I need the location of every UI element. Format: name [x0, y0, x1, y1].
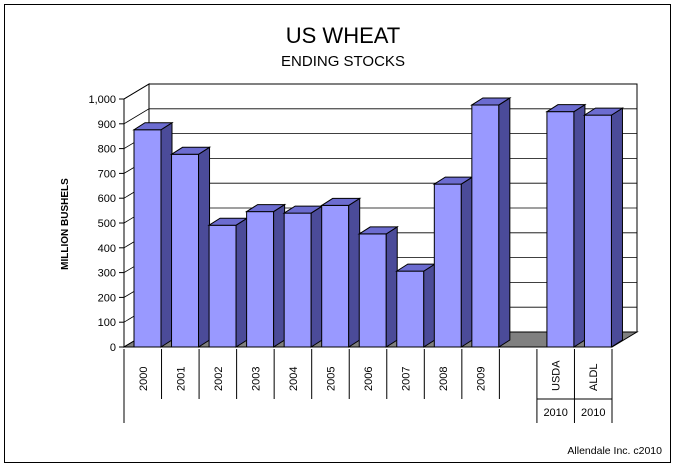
bar-front — [133, 129, 162, 348]
x-category-label: 2001 — [175, 367, 187, 391]
bar-side — [610, 107, 623, 348]
x-category-label: 2002 — [213, 367, 225, 391]
x-sub-label: 2010 — [581, 407, 605, 419]
bar-side — [273, 203, 286, 348]
y-tick-label: 800 — [98, 144, 116, 156]
bar-front — [246, 211, 275, 348]
x-category-label: 2000 — [138, 367, 150, 391]
y-tick-label: 100 — [98, 317, 116, 329]
y-tick-label: 700 — [98, 168, 116, 180]
bar-top — [132, 122, 174, 131]
y-tick-label: 900 — [98, 119, 116, 131]
y-tick-label: 500 — [98, 218, 116, 230]
bar-top — [357, 226, 399, 235]
bar — [545, 103, 587, 348]
x-category-label: 2009 — [476, 367, 488, 391]
bar-front — [208, 224, 237, 348]
bar-side — [235, 217, 248, 348]
bar-front — [396, 270, 425, 348]
bar-side — [198, 146, 211, 348]
y-axis-label: MILLION BUSHELS — [60, 178, 71, 270]
bar-top — [470, 97, 512, 106]
credit-text: Allendale Inc. c2010 — [567, 445, 662, 457]
bar-front — [283, 212, 312, 348]
bar-side — [498, 97, 511, 348]
x-category-label: 2006 — [363, 367, 375, 391]
bar-side — [160, 121, 173, 348]
bar — [207, 217, 249, 348]
y-tick-label: 400 — [98, 243, 116, 255]
chart-title: US WHEAT — [286, 23, 400, 48]
bar — [169, 146, 212, 348]
y-tick-label: 600 — [98, 193, 116, 205]
y-tick-label: 300 — [98, 268, 116, 280]
bar — [357, 226, 399, 348]
bar — [319, 197, 362, 348]
x-category-label: 2004 — [288, 367, 300, 391]
bar-front — [171, 153, 200, 348]
bar — [395, 263, 437, 348]
bar — [470, 97, 512, 348]
bar — [282, 205, 324, 348]
y-tick-label: 200 — [98, 292, 116, 304]
bar-front — [321, 204, 350, 348]
bar-side — [423, 263, 436, 348]
bar-side — [460, 176, 473, 348]
bar — [132, 121, 174, 348]
bar-front — [546, 111, 575, 348]
bar-front — [433, 183, 462, 348]
x-category-label: ALDL — [588, 363, 600, 391]
x-category-label: 2003 — [250, 367, 262, 391]
bar-front — [583, 114, 612, 348]
bar-side — [385, 226, 398, 348]
bar-top — [319, 197, 362, 206]
bar-side — [573, 103, 586, 348]
bar-top — [244, 204, 287, 213]
bar-top — [169, 146, 212, 155]
bar-top — [582, 107, 625, 116]
x-category-label: 2007 — [401, 367, 413, 391]
chart-subtitle: ENDING STOCKS — [281, 53, 405, 70]
x-category-label: 2008 — [438, 367, 450, 391]
bar-side — [310, 205, 323, 348]
x-sub-label: 2010 — [543, 407, 567, 419]
gridline — [123, 83, 637, 100]
bar — [582, 107, 625, 348]
category-table: 2000 2001 2002 2003 2004 2005 2006 2007 2008 2009… — [123, 349, 613, 423]
x-category-label: 2005 — [325, 367, 337, 391]
y-tick-label: 0 — [110, 342, 116, 354]
x-category-label: USDA — [551, 360, 563, 391]
bar — [244, 203, 287, 348]
y-tick-label: 1,000 — [88, 94, 116, 106]
bar-top — [545, 104, 587, 113]
bar — [432, 176, 475, 348]
bar-front — [471, 104, 500, 348]
bar-side — [348, 197, 361, 348]
bar-front — [358, 233, 387, 348]
